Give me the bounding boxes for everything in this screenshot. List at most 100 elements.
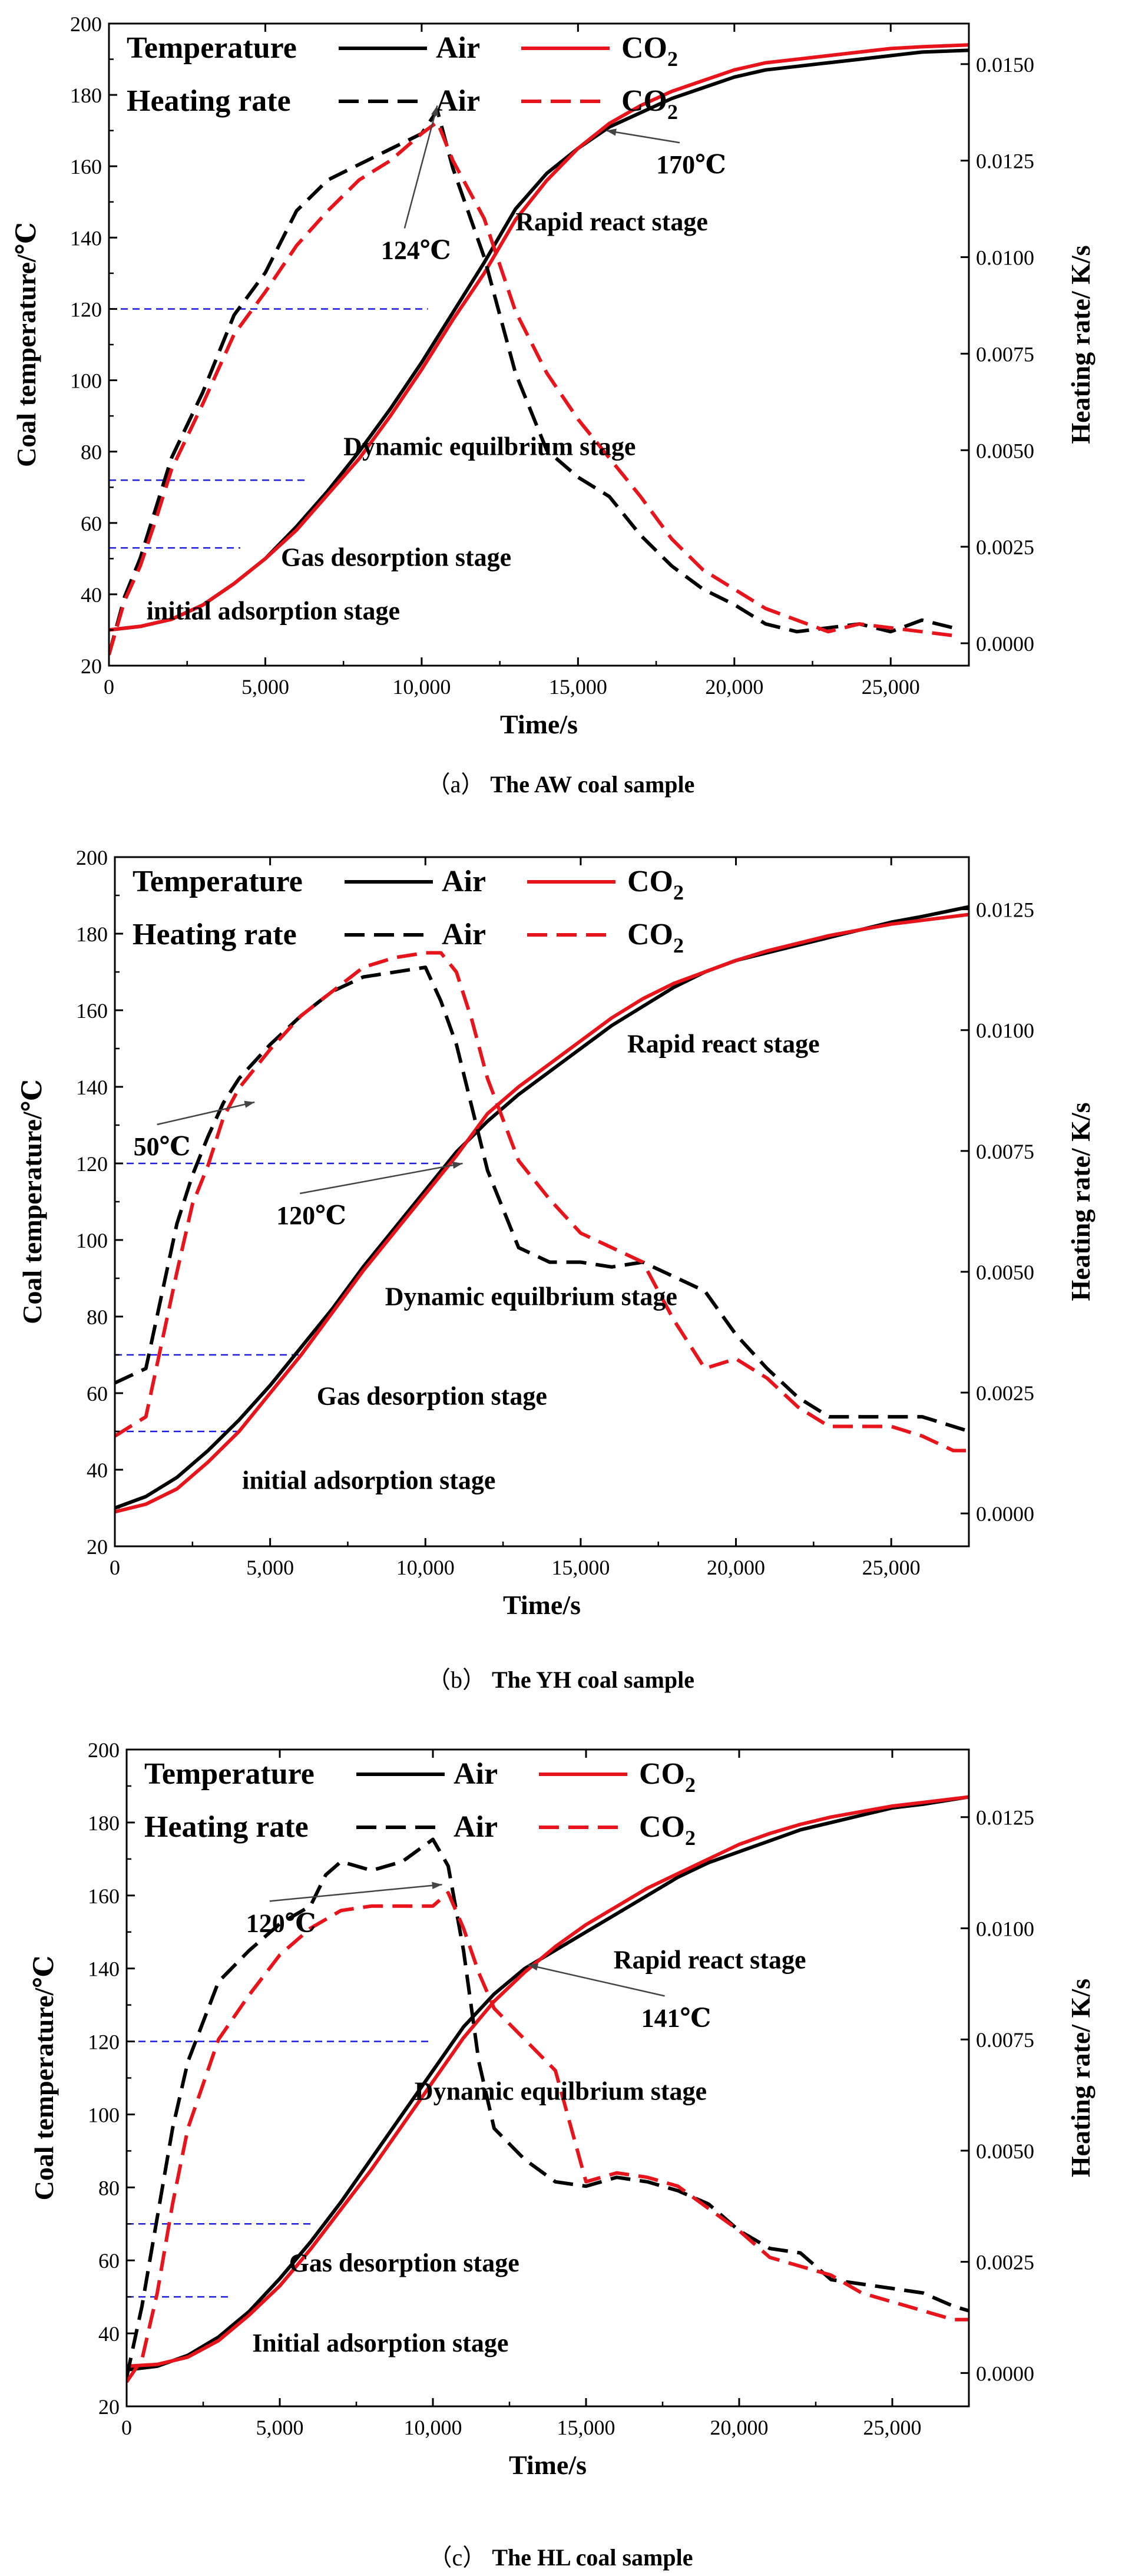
legend-air-label: Air xyxy=(454,1757,498,1791)
series-line-temperature-co2 xyxy=(109,43,969,632)
y-tick-label: 180 xyxy=(88,1811,120,1835)
y2-tick-label: 0.0000 xyxy=(976,632,1034,656)
y-tick-label: 200 xyxy=(70,12,102,36)
legend-air-label: Air xyxy=(454,1810,498,1844)
stage-label: initial adsorption stage xyxy=(147,596,400,625)
legend-co2-label: CO2 xyxy=(621,31,678,71)
annotation-arrow xyxy=(605,130,680,144)
stage-label: Rapid react stage xyxy=(614,1946,806,1975)
y-tick-label: 20 xyxy=(87,1535,108,1559)
series-line-heating-rate-air xyxy=(127,1837,969,2378)
chart-panel-a: 0 5,000 10,000 15,000 20,000 25,000 20 40 60 80 10… xyxy=(11,12,1095,798)
y2-tick-label: 0.0025 xyxy=(976,535,1034,559)
y-tick-label: 100 xyxy=(88,2103,120,2127)
y-tick-label: 180 xyxy=(70,84,102,107)
x-tick-label: 15,000 xyxy=(551,1556,610,1579)
y-axis-label: Coal temperature/℃ xyxy=(29,1956,59,2201)
legend-heating-rate-label: Heating rate xyxy=(133,918,297,951)
y-tick-label: 40 xyxy=(98,2322,120,2346)
stage-label: Gas desorption stage xyxy=(289,2248,519,2277)
stage-label: Initial adsorption stage xyxy=(252,2329,508,2357)
annotation-arrowhead xyxy=(431,105,439,117)
annotation-arrowhead xyxy=(432,1881,442,1889)
y-tick-label: 20 xyxy=(98,2395,120,2419)
stage-label: Rapid react stage xyxy=(515,207,708,236)
y-tick-label: 100 xyxy=(70,369,102,393)
legend-heating-rate-label: Heating rate xyxy=(127,84,291,118)
y2-tick-label: 0.0100 xyxy=(976,1019,1034,1043)
y-tick-label: 120 xyxy=(76,1152,108,1176)
y-tick-label: 180 xyxy=(76,922,108,946)
annotation-label: 141℃ xyxy=(641,2003,711,2032)
series-line-temperature-air xyxy=(109,48,969,632)
x-axis-label: Time/s xyxy=(500,709,578,739)
stage-label: Dynamic equilbrium stage xyxy=(385,1282,677,1311)
caption-text: （c） The HL coal sample xyxy=(429,2544,693,2571)
y-axis-label: Coal temperature/℃ xyxy=(11,222,41,467)
y-tick-label: 120 xyxy=(88,2031,120,2054)
legend: Temperature Heating rate Air CO2 Air CO2 xyxy=(133,865,684,957)
figure-caption: （a） The AW coal sample xyxy=(427,771,695,798)
y2-tick-label: 0.0100 xyxy=(976,1917,1034,1940)
annotation-arrow xyxy=(299,1162,463,1195)
stage-label: Gas desorption stage xyxy=(281,543,511,571)
plot-frame xyxy=(108,22,970,667)
series-line-heating-rate-co2 xyxy=(109,120,954,656)
x-tick-label: 0 xyxy=(121,2416,132,2439)
series-line-heating-rate-co2 xyxy=(115,951,969,1453)
series-line-temperature-co2 xyxy=(127,1795,969,2368)
legend-air-label: Air xyxy=(436,84,480,118)
y2-axis-label: Heating rate/ K/s xyxy=(1065,245,1095,444)
y-tick-label: 80 xyxy=(81,441,102,464)
x-tick-label: 20,000 xyxy=(707,1556,765,1579)
y2-tick-label: 0.0050 xyxy=(976,439,1034,462)
x-tick-label: 20,000 xyxy=(710,2416,769,2439)
x-tick-label: 10,000 xyxy=(392,675,451,699)
y2-axis-label: Heating rate/ K/s xyxy=(1065,1979,1095,2177)
figure-caption: （c） The HL coal sample xyxy=(429,2544,693,2571)
chart-panel-c: 0 5,000 10,000 15,000 20,000 25,000 20 40 60 80 10… xyxy=(29,1738,1095,2571)
annotation-arrow xyxy=(403,105,438,229)
legend: Temperature Heating rate Air CO2 Air CO2 xyxy=(127,31,678,124)
legend-co2-label: CO2 xyxy=(639,1757,696,1797)
y-tick-label: 160 xyxy=(88,1884,120,1908)
annotation-arrowhead xyxy=(452,1161,463,1169)
plot-frame xyxy=(114,856,970,1547)
x-tick-label: 5,000 xyxy=(241,675,289,699)
stage-label: Gas desorption stage xyxy=(317,1382,547,1411)
x-tick-label: 5,000 xyxy=(256,2416,304,2439)
series-line-temperature-air xyxy=(115,905,969,1510)
series-line-heating-rate-air xyxy=(109,108,954,656)
series-group xyxy=(115,905,969,1514)
y-tick-label: 140 xyxy=(70,226,102,250)
chart-panel-b: 0 5,000 10,000 15,000 20,000 25,000 20 40 60 80 10… xyxy=(17,846,1095,1693)
y2-tick-label: 0.0025 xyxy=(976,2251,1034,2274)
x-tick-label: 15,000 xyxy=(549,675,607,699)
y2-tick-label: 0.0050 xyxy=(976,1261,1034,1284)
y2-axis-label: Heating rate/ K/s xyxy=(1065,1102,1095,1301)
x-axis-label: Time/s xyxy=(503,1590,581,1620)
y-tick-label: 40 xyxy=(87,1459,108,1482)
legend-temperature-label: Temperature xyxy=(127,31,297,65)
y2-tick-label: 0.0050 xyxy=(976,2139,1034,2163)
x-tick-label: 10,000 xyxy=(404,2416,462,2439)
y-tick-label: 120 xyxy=(70,297,102,321)
legend-co2-label: CO2 xyxy=(627,918,684,957)
x-tick-label: 20,000 xyxy=(705,675,763,699)
annotation-label: 170℃ xyxy=(656,150,726,179)
x-tick-label: 25,000 xyxy=(863,2416,922,2439)
y2-tick-label: 0.0075 xyxy=(976,2028,1034,2052)
x-tick-label: 25,000 xyxy=(862,675,920,699)
legend-co2-label: CO2 xyxy=(621,84,678,124)
y-tick-label: 140 xyxy=(88,1957,120,1981)
stage-label: Dynamic equilbrium stage xyxy=(343,432,636,461)
caption-text: （b） The YH coal sample xyxy=(427,1666,694,1693)
y-tick-label: 20 xyxy=(81,654,102,678)
x-tick-label: 10,000 xyxy=(396,1556,455,1579)
legend-temperature-label: Temperature xyxy=(133,865,303,898)
legend-co2-label: CO2 xyxy=(639,1810,696,1850)
y2-tick-label: 0.0000 xyxy=(976,2362,1034,2385)
legend-heating-rate-label: Heating rate xyxy=(144,1810,309,1844)
y-tick-label: 100 xyxy=(76,1229,108,1252)
stage-label: Dynamic equilbrium stage xyxy=(415,2077,707,2106)
